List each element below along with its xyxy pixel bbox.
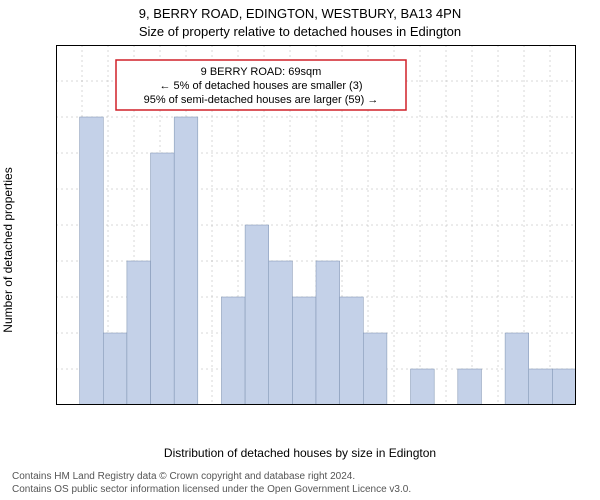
footer-line2: Contains OS public sector information li… bbox=[12, 484, 411, 497]
footer-line1: Contains HM Land Registry data © Crown c… bbox=[12, 471, 411, 484]
bar bbox=[340, 297, 364, 405]
annotation-box: 9 BERRY ROAD: 69sqm ← 5% of detached hous… bbox=[116, 60, 406, 110]
svg-text:9 BERRY ROAD: 69sqm: 9 BERRY ROAD: 69sqm bbox=[201, 66, 322, 78]
bar bbox=[245, 225, 269, 405]
chart-title-line1: 9, BERRY ROAD, EDINGTON, WESTBURY, BA13 … bbox=[0, 6, 600, 21]
x-axis-label: Distribution of detached houses by size … bbox=[0, 446, 600, 460]
bar bbox=[292, 297, 316, 405]
bar bbox=[269, 261, 293, 405]
bar bbox=[151, 153, 175, 405]
bar bbox=[221, 297, 245, 405]
bar bbox=[411, 369, 435, 405]
bar bbox=[505, 333, 529, 405]
footer-attribution: Contains HM Land Registry data © Crown c… bbox=[12, 471, 411, 496]
chart-container: 9, BERRY ROAD, EDINGTON, WESTBURY, BA13 … bbox=[0, 0, 600, 500]
bar bbox=[458, 369, 482, 405]
bar bbox=[80, 117, 104, 405]
bar bbox=[316, 261, 340, 405]
bar bbox=[529, 369, 553, 405]
plot-area: 012345678910 65sqm75sqm86sqm96sqm106sqm1… bbox=[56, 45, 576, 405]
svg-text:← 5% of detached houses are sm: ← 5% of detached houses are smaller (3) bbox=[160, 80, 363, 92]
bar bbox=[174, 117, 198, 405]
bar bbox=[363, 333, 387, 405]
bar bbox=[552, 369, 576, 405]
bar bbox=[127, 261, 151, 405]
chart-title-line2: Size of property relative to detached ho… bbox=[0, 24, 600, 39]
svg-text:95% of semi-detached houses ar: 95% of semi-detached houses are larger (… bbox=[144, 94, 379, 106]
bar bbox=[103, 333, 127, 405]
y-axis-label: Number of detached properties bbox=[1, 167, 15, 332]
